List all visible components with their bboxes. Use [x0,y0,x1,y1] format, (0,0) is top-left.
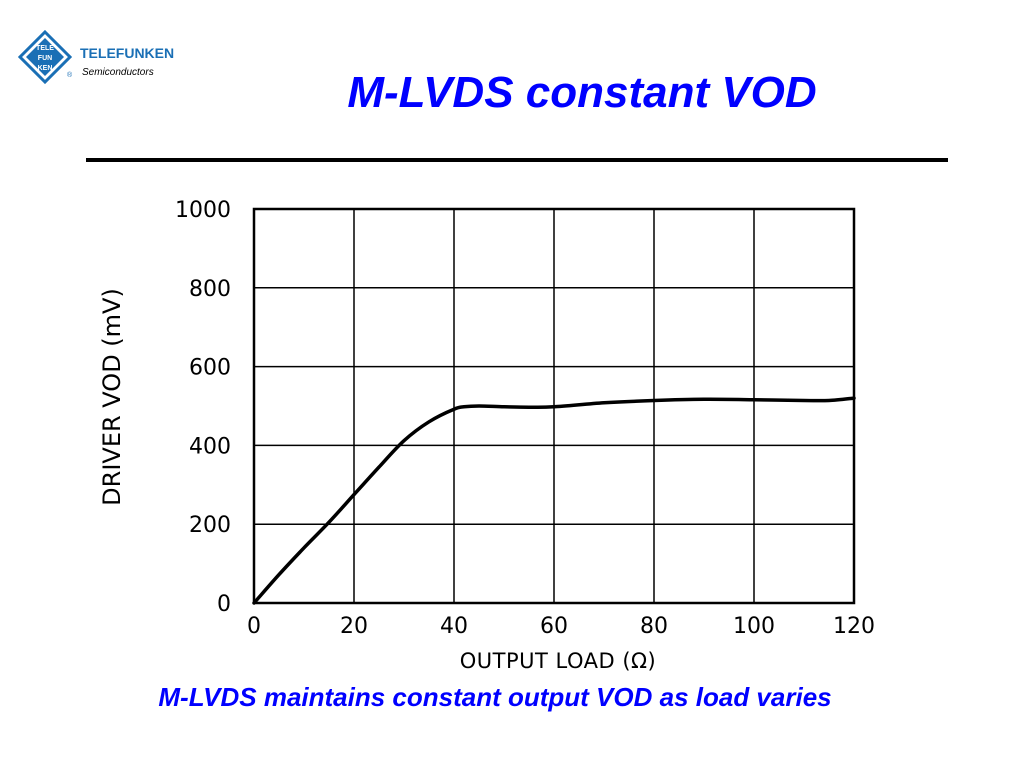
emblem-line-3: KEN [38,65,53,72]
logo-brand: TELEFUNKEN [80,45,174,61]
x-tick-label: 100 [733,614,775,639]
plot-frame [252,207,856,605]
plot-border [252,207,856,605]
slide-title: M-LVDS constant VOD [347,68,817,117]
series-layer [252,396,856,605]
x-tick-labels: 0 20 40 60 80 100 120 [247,614,875,639]
x-tick-label: 0 [247,614,261,639]
x-tick-label: 20 [340,614,368,639]
y-tick-label: 600 [189,356,231,381]
vod-curve-line [252,396,856,605]
y-tick-label: 0 [217,592,231,617]
logo-tagline: Semiconductors [82,67,154,78]
x-tick-label: 40 [440,614,468,639]
telefunken-logo: TELE FUN KEN ® TELEFUNKEN Semiconductors [18,30,174,85]
title-divider [86,158,948,162]
emblem-line-2: FUN [38,55,52,62]
x-tick-label: 80 [640,614,668,639]
registered-mark: ® [67,71,73,79]
y-tick-label: 400 [189,434,231,459]
y-axis-title: DRIVER VOD (mV) [98,288,126,506]
x-tick-label: 60 [540,614,568,639]
y-tick-labels: 0 200 400 600 800 1000 [175,198,231,617]
slide-caption: M-LVDS maintains constant output VOD as … [158,682,832,712]
x-tick-label: 120 [833,614,875,639]
y-tick-label: 800 [189,277,231,302]
y-tick-label: 200 [189,513,231,538]
emblem-line-1: TELE [36,45,54,52]
telefunken-emblem: TELE FUN KEN ® [18,30,73,85]
x-axis-title: OUTPUT LOAD (Ω) [460,649,657,673]
y-tick-label: 1000 [175,198,231,223]
